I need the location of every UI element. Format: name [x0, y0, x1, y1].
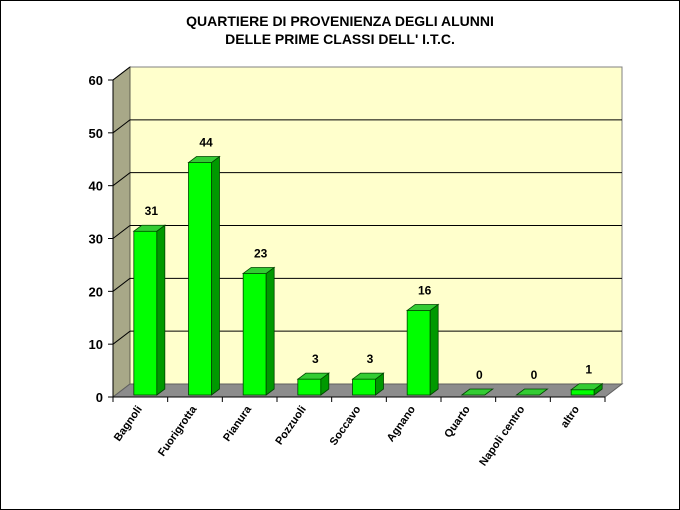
- data-label: 3: [367, 352, 374, 366]
- bar-top: [351, 372, 385, 380]
- chart-title-line-1: QUARTIERE DI PROVENIENZA DEGLI ALUNNI: [186, 13, 494, 29]
- bar-top: [405, 304, 440, 311]
- bar-side: [265, 266, 275, 396]
- bar-top: [132, 224, 167, 232]
- x-category-label: Soccavo: [328, 404, 364, 448]
- y-tick-label: 30: [89, 232, 103, 247]
- gridline-side: [112, 172, 131, 187]
- data-label: 0: [531, 368, 538, 382]
- chart-title: QUARTIERE DI PROVENIENZA DEGLI ALUNNI DE…: [0, 12, 680, 48]
- gridline-side: [112, 277, 131, 292]
- bar-front: [188, 162, 212, 396]
- bar-top: [296, 372, 331, 380]
- data-label: 16: [418, 283, 432, 297]
- x-category-label: Pianura: [221, 403, 254, 444]
- bar-side: [429, 303, 439, 396]
- bar-side: [211, 155, 220, 396]
- gridline-side: [112, 225, 131, 239]
- gridline-side: [112, 119, 131, 134]
- y-tick-label: 40: [89, 179, 103, 194]
- chart-title-line-2: DELLE PRIME CLASSI DELL' I.T.C.: [225, 31, 455, 47]
- data-label: 23: [254, 246, 268, 260]
- x-category-label: Quarto: [442, 404, 473, 441]
- y-tick-label: 0: [96, 390, 103, 405]
- x-category-label: Pozzuoli: [273, 404, 308, 447]
- data-label: 3: [312, 352, 319, 366]
- x-category-label: altro: [559, 404, 583, 431]
- y-tick-label: 50: [89, 126, 103, 141]
- data-label: 31: [145, 204, 159, 218]
- x-category-label: Napoli centro: [477, 404, 527, 469]
- data-label: 44: [199, 136, 213, 150]
- x-category-label: Bagnoli: [112, 404, 145, 444]
- x-category-label: Fuorigrotta: [156, 403, 200, 459]
- y-tick-label: 60: [89, 73, 103, 88]
- data-label: 0: [476, 368, 483, 382]
- data-label: 1: [585, 363, 592, 377]
- bar-front: [242, 273, 267, 396]
- gridline-side: [112, 66, 131, 81]
- x-category-label: Agnano: [385, 404, 418, 445]
- bar-top: [460, 388, 495, 396]
- bar-top: [569, 383, 604, 391]
- bar-front: [352, 378, 376, 396]
- bar-top: [187, 156, 221, 163]
- bar-front: [297, 378, 322, 396]
- bar-top: [241, 267, 276, 274]
- bar-front: [133, 230, 158, 396]
- bar-side: [156, 224, 166, 396]
- y-tick-label: 20: [89, 284, 103, 299]
- gridline-side: [112, 330, 131, 345]
- bar-front: [570, 389, 595, 396]
- bar-top: [515, 388, 549, 396]
- bar-front: [406, 310, 431, 396]
- y-tick-label: 10: [89, 337, 103, 352]
